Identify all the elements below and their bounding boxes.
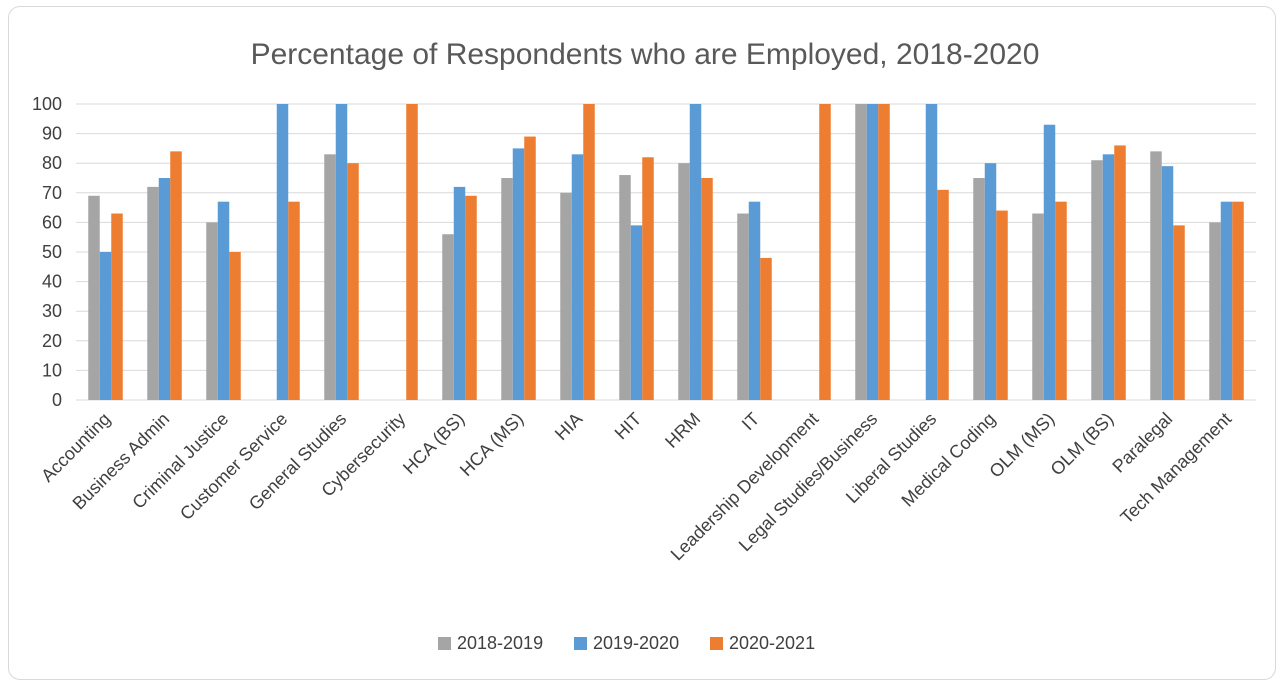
bar — [442, 234, 454, 400]
y-tick-label: 0 — [52, 390, 62, 410]
y-tick-label: 30 — [42, 301, 62, 321]
y-tick-label: 80 — [42, 153, 62, 173]
y-tick-label: 20 — [42, 331, 62, 351]
bar — [524, 136, 536, 400]
x-category-label: Tech Management — [1116, 409, 1235, 528]
bar — [583, 104, 595, 400]
x-category-label: OLM (MS) — [985, 409, 1058, 482]
bar — [619, 175, 631, 400]
bar — [819, 104, 831, 400]
x-category-label: HIA — [551, 409, 586, 444]
bar — [678, 163, 690, 400]
bar — [1043, 124, 1056, 400]
y-tick-label: 50 — [42, 242, 62, 262]
legend-label: 2018-2019 — [457, 633, 543, 653]
x-category-label: HRM — [661, 409, 704, 452]
x-category-label: IT — [738, 409, 763, 434]
bar — [217, 201, 230, 400]
bar — [1209, 222, 1221, 400]
legend-item[interactable]: 2019-2020 — [574, 633, 679, 653]
y-tick-label: 90 — [42, 124, 62, 144]
bar — [324, 154, 336, 400]
bar — [170, 151, 182, 400]
bar — [925, 104, 938, 400]
bar — [1150, 151, 1162, 400]
bar — [501, 178, 513, 400]
bar — [111, 213, 123, 400]
bar — [1114, 145, 1126, 400]
bar — [288, 201, 300, 400]
bar — [465, 195, 477, 400]
bar — [229, 252, 241, 400]
bar — [276, 104, 289, 400]
y-tick-label: 100 — [32, 94, 62, 114]
gridlines — [76, 103, 1256, 401]
bar — [642, 157, 654, 400]
legend-item[interactable]: 2020-2021 — [710, 633, 815, 653]
bar — [1161, 166, 1174, 400]
legend-swatch — [574, 637, 587, 650]
bar — [335, 104, 348, 400]
legend-swatch — [438, 637, 451, 650]
x-category-label: HIT — [611, 409, 646, 444]
bar — [866, 104, 879, 400]
bar — [937, 189, 949, 400]
legend-item[interactable]: 2018-2019 — [438, 633, 543, 653]
bar — [560, 192, 572, 400]
bar — [701, 178, 713, 400]
bar — [878, 104, 890, 400]
bar — [99, 252, 112, 400]
x-category-label: OLM (BS) — [1047, 409, 1118, 480]
bar — [760, 257, 772, 400]
y-tick-label: 70 — [42, 183, 62, 203]
bar — [1102, 154, 1115, 400]
bar — [748, 201, 761, 400]
bar — [347, 163, 359, 400]
legend[interactable]: 2018-2019 2019-2020 2020-2021 — [438, 633, 815, 653]
bar — [1032, 213, 1044, 400]
bar — [973, 178, 985, 400]
bar — [453, 186, 466, 400]
bar — [147, 186, 159, 400]
legend-label: 2019-2020 — [593, 633, 679, 653]
bar — [1232, 201, 1244, 400]
bar — [512, 148, 525, 400]
bar — [571, 154, 584, 400]
y-tick-label: 60 — [42, 212, 62, 232]
bars — [88, 104, 1244, 400]
x-category-label: Customer Service — [176, 409, 291, 524]
bar — [1091, 160, 1103, 400]
bar — [1173, 225, 1185, 400]
legend-label: 2020-2021 — [729, 633, 815, 653]
legend-swatch — [710, 637, 723, 650]
bar — [737, 213, 749, 400]
bar — [996, 210, 1008, 400]
y-tick-label: 40 — [42, 272, 62, 292]
bar — [984, 163, 997, 400]
y-axis-ticks: 0 10 20 30 40 50 60 70 80 90 100 — [32, 94, 62, 410]
bar — [206, 222, 218, 400]
x-category-label: HCA (MS) — [456, 409, 527, 480]
bar — [1220, 201, 1233, 400]
bar — [158, 178, 171, 400]
bar — [689, 104, 702, 400]
bar — [855, 104, 867, 400]
y-tick-label: 10 — [42, 360, 62, 380]
bar — [88, 195, 100, 400]
bar — [630, 225, 643, 400]
bar — [406, 104, 418, 400]
bar — [1055, 201, 1067, 400]
chart-title: Percentage of Respondents who are Employ… — [251, 38, 1040, 71]
